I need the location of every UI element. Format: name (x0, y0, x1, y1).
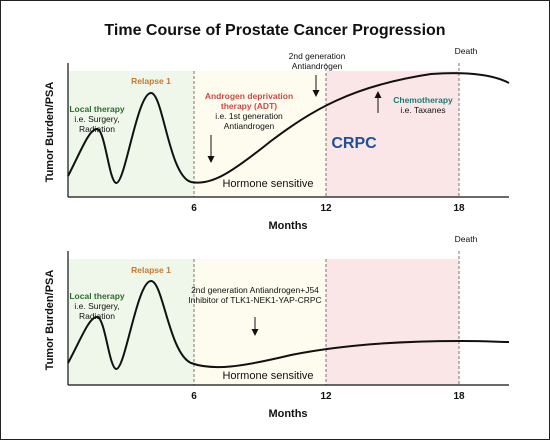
label-adt-line4: Antiandrogen (224, 121, 275, 131)
label-death-top: Death (455, 46, 478, 56)
label-chemo-title: Chemotherapy (393, 95, 453, 105)
progression-curve-top (67, 72, 510, 185)
label-adt-line2: therapy (ADT) (221, 101, 277, 111)
arrow-2nd-gen-top (312, 75, 320, 97)
zone-hormone-sensitive-top (194, 71, 326, 197)
progression-curve-bottom (67, 279, 510, 371)
zone-crpc-bottom (326, 259, 459, 385)
label-local-line1-bottom: i.e. Surgery, (74, 301, 119, 311)
tick-18-top: 18 (453, 203, 465, 214)
arrow-chemo-top (374, 91, 382, 113)
zone-local-therapy-top (68, 71, 194, 197)
bottom-panel: Local therapy i.e. Surgery, Radiation Re… (44, 234, 510, 420)
label-local-therapy-top: Local therapy (69, 104, 125, 114)
arrow-adt-top (207, 135, 215, 163)
label-hormone-sensitive-bottom: Hormone sensitive (222, 370, 313, 382)
label-local-therapy-bottom: Local therapy (69, 291, 125, 301)
tick-6-top: 6 (191, 203, 197, 214)
label-2nd-gen-line1-top: 2nd generation (289, 51, 346, 61)
label-local-line1-top: i.e. Surgery, (74, 114, 119, 124)
figure-title: Time Course of Prostate Cancer Progressi… (104, 22, 445, 39)
label-local-line2-bottom: Radiation (79, 311, 115, 321)
label-adt-line3: i.e. 1st generation (215, 111, 283, 121)
arrow-treatment-bottom (251, 317, 259, 336)
label-relapse-top: Relapse 1 (131, 76, 171, 86)
label-death-bottom: Death (455, 234, 478, 244)
top-panel: Local therapy i.e. Surgery, Radiation Re… (44, 46, 510, 232)
label-relapse-bottom: Relapse 1 (131, 265, 171, 275)
y-axis-label-bottom: Tumor Burden/PSA (44, 270, 56, 371)
tick-12-top: 12 (320, 203, 332, 214)
label-crpc: CRPC (331, 135, 377, 152)
label-chemo-line: i.e. Taxanes (400, 105, 445, 115)
zone-crpc-top (326, 71, 459, 197)
tick-12-bottom: 12 (320, 391, 332, 402)
x-axis-label-bottom: Months (268, 408, 307, 420)
tick-18-bottom: 18 (453, 391, 465, 402)
zone-hormone-sensitive-bottom (194, 259, 326, 385)
label-hormone-sensitive-top: Hormone sensitive (222, 178, 313, 190)
x-axis-label-top: Months (268, 220, 307, 232)
label-2nd-gen-line2-top: Antiandrogen (292, 61, 343, 71)
label-adt-line1: Androgen deprivation (205, 91, 293, 101)
y-axis-label-top: Tumor Burden/PSA (44, 82, 56, 183)
label-treatment-line1: 2nd generation Antiandrogen+J54 (191, 285, 319, 295)
label-local-line2-top: Radiation (79, 124, 115, 134)
label-treatment-line2: Inhibitor of TLK1-NEK1-YAP-CRPC (188, 295, 321, 305)
tick-6-bottom: 6 (191, 391, 197, 402)
zone-local-therapy-bottom (68, 259, 194, 385)
